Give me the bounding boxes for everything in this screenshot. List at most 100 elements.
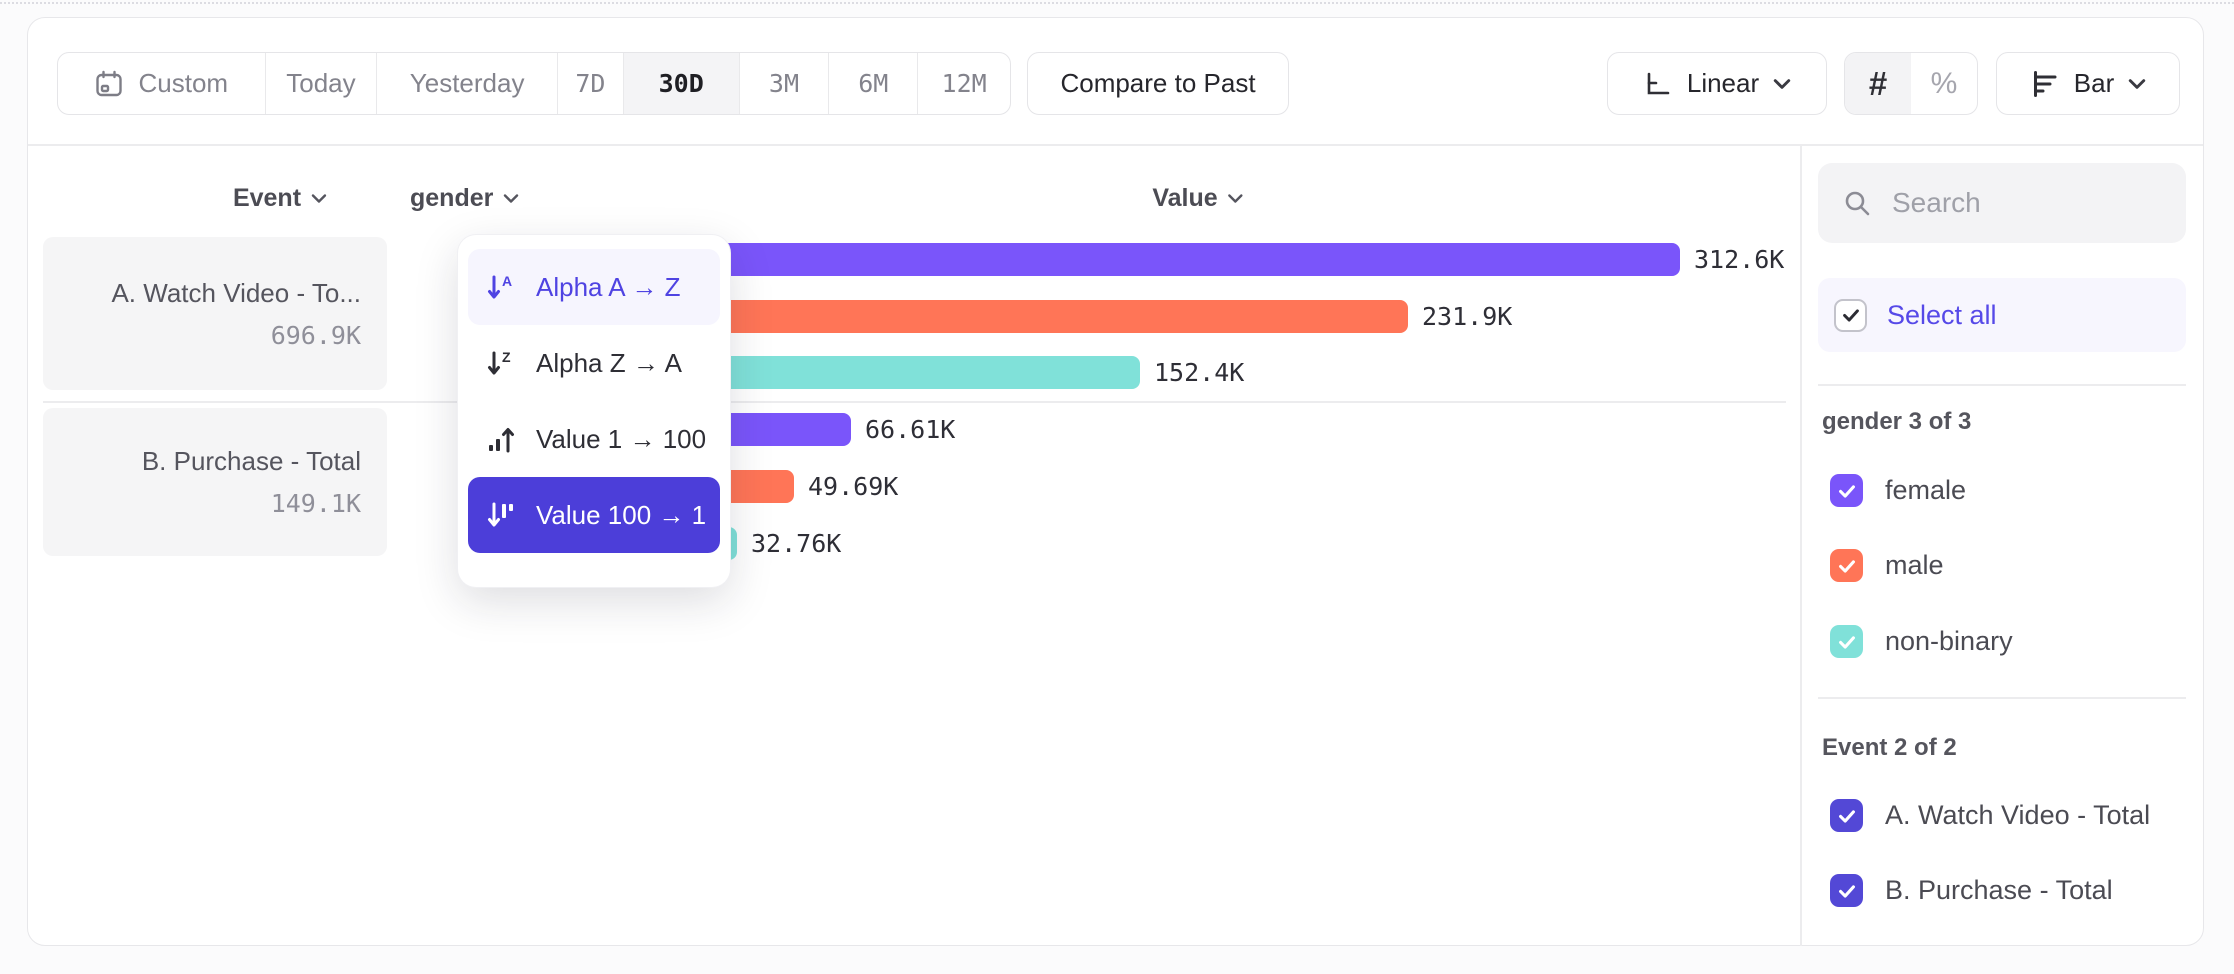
bar-row: 231.9K <box>627 300 1512 333</box>
filter-row-nonbinary[interactable]: non-binary <box>1830 625 2013 658</box>
filter-label: A. Watch Video - Total <box>1885 800 2151 830</box>
sort-value-desc-icon <box>484 500 518 530</box>
date-range-6m[interactable]: 6M <box>829 53 919 114</box>
date-range-today[interactable]: Today <box>266 53 378 114</box>
bar-chart-icon <box>2030 69 2060 99</box>
sort-option-label: Alpha A → Z <box>536 271 681 302</box>
count-format-button[interactable]: # <box>1845 53 1911 114</box>
event-card-value: 149.1K <box>270 489 361 518</box>
filter-row-female[interactable]: female <box>1830 474 1966 507</box>
breakdown-column-header[interactable]: gender <box>410 184 519 213</box>
date-range-label: Yesterday <box>409 68 525 98</box>
search-input[interactable] <box>1892 187 2142 219</box>
chevron-down-icon <box>1228 193 1244 204</box>
sort-option-value-desc[interactable]: Value 100 → 1 <box>468 477 720 553</box>
bar-row: 312.6K <box>627 243 1784 276</box>
filter-label: non-binary <box>1885 626 2013 656</box>
axis-linear-icon <box>1643 69 1673 99</box>
select-all-row[interactable]: Select all <box>1818 278 2186 352</box>
sort-alpha-desc-icon: Z <box>484 348 518 378</box>
date-range-label: 7D <box>575 69 606 98</box>
chevron-down-icon <box>503 193 519 204</box>
breakdown-column-label: gender <box>410 184 494 212</box>
sort-value-asc-icon <box>484 424 518 454</box>
bar-female-watch-video[interactable] <box>627 243 1680 276</box>
date-range-3m[interactable]: 3M <box>740 53 830 114</box>
purchase-checkbox[interactable] <box>1830 874 1863 907</box>
select-all-checkbox[interactable] <box>1834 298 1867 332</box>
date-range-7d[interactable]: 7D <box>558 53 624 114</box>
sort-option-alpha-asc[interactable]: A Alpha A → Z <box>468 249 720 325</box>
event-card-title: A. Watch Video - To... <box>111 277 361 308</box>
date-range-12m[interactable]: 12M <box>918 53 1010 114</box>
date-range-label: 12M <box>941 69 987 98</box>
svg-text:Z: Z <box>502 349 511 365</box>
page-top-edge <box>0 2 2234 4</box>
date-range-label: 3M <box>768 69 800 98</box>
chart-type-button[interactable]: Bar <box>1996 52 2180 115</box>
group-divider <box>43 401 1786 403</box>
event-section-header: Event 2 of 2 <box>1822 734 1957 761</box>
filter-label: female <box>1885 475 1967 505</box>
male-checkbox[interactable] <box>1830 549 1863 582</box>
watch-video-checkbox[interactable] <box>1830 799 1863 832</box>
date-range-yesterday[interactable]: Yesterday <box>377 53 558 114</box>
date-range-label: Today <box>286 68 356 98</box>
gender-section-header: gender 3 of 3 <box>1822 408 1972 435</box>
chevron-down-icon <box>311 193 327 204</box>
filter-label: male <box>1885 550 1944 580</box>
value-column-header[interactable]: Value <box>1152 184 1243 213</box>
sort-option-label: Value 1 → 100 <box>536 423 707 454</box>
sort-option-value-asc[interactable]: Value 1 → 100 <box>468 401 720 477</box>
bar-value-label: 49.69K <box>808 472 899 501</box>
search-icon <box>1842 188 1872 218</box>
sort-option-label: Alpha Z → A <box>536 347 682 378</box>
chevron-down-icon <box>1773 78 1791 90</box>
filter-row-purchase[interactable]: B. Purchase - Total <box>1830 874 2113 907</box>
value-format-toggle: # % <box>1844 52 1978 115</box>
bar-value-label: 152.4K <box>1154 358 1245 387</box>
bar-value-label: 231.9K <box>1422 302 1513 331</box>
sort-alpha-asc-icon: A <box>484 272 518 302</box>
event-card-value: 696.9K <box>270 320 361 350</box>
filter-row-watch-video[interactable]: A. Watch Video - Total <box>1830 799 2150 832</box>
chart-type-label: Bar <box>2073 68 2115 98</box>
event-card-purchase[interactable]: B. Purchase - Total 149.1K <box>43 408 387 556</box>
scale-selector-label: Linear <box>1686 68 1760 98</box>
bar-value-label: 312.6K <box>1694 245 1785 274</box>
sidebar-section-divider <box>1818 697 2186 699</box>
event-card-title: B. Purchase - Total <box>141 446 361 476</box>
event-card-watch-video[interactable]: A. Watch Video - To... 696.9K <box>43 237 387 390</box>
event-column-header[interactable]: Event <box>233 184 327 213</box>
nonbinary-checkbox[interactable] <box>1830 625 1863 658</box>
value-column-label: Value <box>1152 184 1218 212</box>
sort-option-label: Value 100 → 1 <box>536 499 707 530</box>
female-checkbox[interactable] <box>1830 474 1863 507</box>
compare-to-past-button[interactable]: Compare to Past <box>1027 52 1289 115</box>
toolbar-divider <box>28 144 2203 146</box>
bar-value-label: 66.61K <box>865 415 956 444</box>
calendar-icon <box>94 69 124 99</box>
sort-menu: A Alpha A → Z Z Alpha Z → A <box>458 235 730 587</box>
percent-format-button[interactable]: % <box>1911 53 1977 114</box>
search-field <box>1818 163 2186 243</box>
select-all-label: Select all <box>1887 299 1997 330</box>
sidebar-divider <box>1800 145 1802 946</box>
date-range-label: Custom <box>138 68 229 98</box>
bar-male-watch-video[interactable] <box>627 300 1408 333</box>
date-range-label: 6M <box>858 69 889 98</box>
svg-text:A: A <box>502 273 512 289</box>
percent-icon: % <box>1930 66 1958 100</box>
filter-row-male[interactable]: male <box>1830 549 1944 582</box>
date-range-30d[interactable]: 30D <box>623 53 740 114</box>
sort-option-alpha-desc[interactable]: Z Alpha Z → A <box>468 325 720 401</box>
filter-label: B. Purchase - Total <box>1885 875 2113 905</box>
date-range-label: 30D <box>658 69 704 98</box>
scale-selector-button[interactable]: Linear <box>1607 52 1827 115</box>
compare-to-past-label: Compare to Past <box>1060 68 1256 98</box>
event-column-label: Event <box>232 184 302 212</box>
date-range-custom[interactable]: Custom <box>58 53 266 114</box>
bar-value-label: 32.76K <box>751 529 842 558</box>
chevron-down-icon <box>2128 78 2146 90</box>
